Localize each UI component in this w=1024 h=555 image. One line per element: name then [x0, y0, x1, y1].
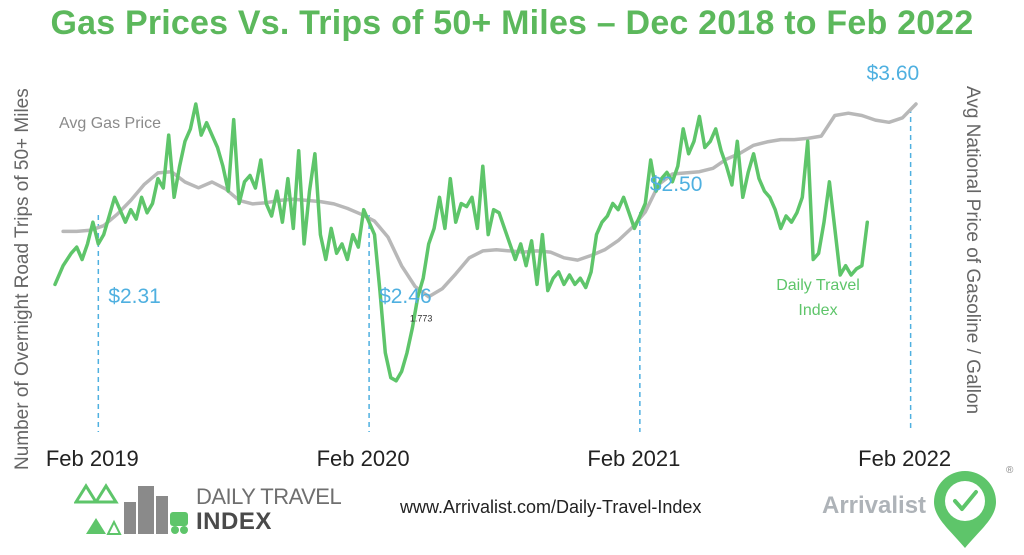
- arrivalist-brand: Arrivalist: [822, 492, 927, 519]
- x-tick-label: Feb 2019: [46, 446, 139, 470]
- y-axis-left-label-text: Number of Overnight Road Trips of 50+ Mi…: [12, 88, 33, 470]
- annotation-lines: [97, 108, 912, 432]
- price-label: $2.50: [650, 173, 703, 196]
- x-axis-ticks: Feb 2019 Feb 2020 Feb 2021 Feb 2022: [46, 446, 951, 470]
- chart-title: Gas Prices Vs. Trips of 50+ Miles – Dec …: [50, 4, 974, 42]
- x-tick-label: Feb 2022: [858, 446, 951, 470]
- price-label: $2.46: [379, 285, 432, 308]
- y-axis-right-label-text: Avg National Price of Gasoline / Gallon: [962, 86, 983, 414]
- location-pin-check-icon: [934, 470, 996, 548]
- gas-price-series: [61, 102, 918, 299]
- y-axis-left-label: Number of Overnight Road Trips of 50+ Mi…: [12, 88, 33, 470]
- logo-text-line2: INDEX: [196, 508, 272, 535]
- price-annotations: $2.31 $2.46 $2.50 $3.60 1.773: [108, 62, 919, 324]
- x-tick-label: Feb 2020: [317, 446, 410, 470]
- registered-mark: ®: [1006, 465, 1014, 476]
- travel-series-label-line2: Index: [798, 302, 837, 319]
- footer-url[interactable]: www.Arrivalist.com/Daily-Travel-Index: [400, 497, 702, 517]
- gas-series-label: Avg Gas Price: [59, 115, 161, 132]
- price-label: $2.31: [108, 285, 161, 308]
- travel-series-label-line1: Daily Travel: [776, 277, 860, 294]
- y-axis-right-label: Avg National Price of Gasoline / Gallon: [962, 86, 983, 414]
- gas-min-label: 1.773: [410, 314, 433, 324]
- daily-travel-index-logo: DAILY TRAVEL INDEX: [73, 478, 344, 538]
- gas-price-line: [61, 102, 918, 299]
- x-tick-label: Feb 2021: [587, 446, 680, 470]
- travel-index-series: [53, 102, 870, 383]
- logo-text-line1: DAILY TRAVEL: [196, 484, 342, 509]
- travel-index-line: [53, 102, 870, 383]
- price-label: $3.60: [867, 62, 920, 85]
- chart-plot: Number of Overnight Road Trips of 50+ Mi…: [12, 62, 983, 470]
- city-skyline-icon: [73, 483, 188, 535]
